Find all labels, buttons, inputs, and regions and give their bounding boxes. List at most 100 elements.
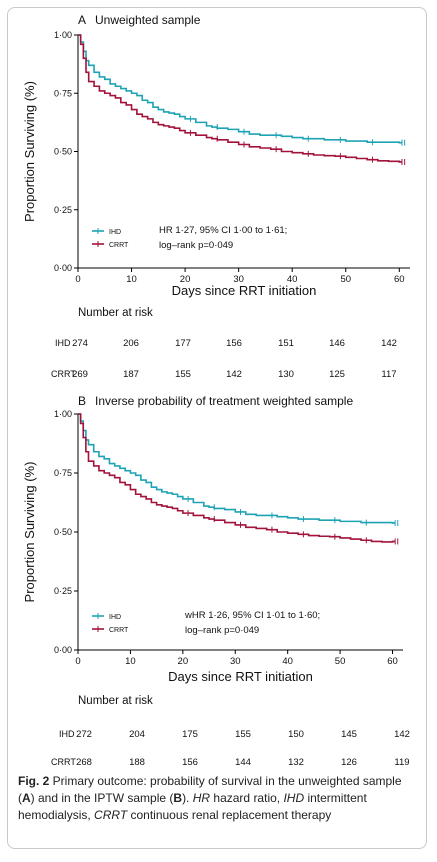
panel-title: Inverse probability of treatment weighte… bbox=[95, 394, 353, 408]
risk-row-crrt: CRRT 268 188 156 144 132 126 119 bbox=[7, 757, 427, 771]
y-tick-label: 0·75 bbox=[54, 468, 72, 478]
caption-text: continuous renal replacement therapy bbox=[127, 808, 332, 822]
risk-cell: 151 bbox=[278, 338, 294, 349]
caption-letter: A bbox=[22, 791, 31, 805]
risk-cell: 142 bbox=[381, 338, 397, 349]
caption-text: ) and in the IPTW sample ( bbox=[30, 791, 174, 805]
risk-row-crrt: CRRT 269 187 155 142 130 125 117 bbox=[7, 369, 427, 383]
risk-cell: 126 bbox=[341, 757, 357, 768]
x-tick-label: 10 bbox=[126, 274, 137, 285]
risk-cell: 144 bbox=[235, 757, 251, 768]
risk-cell: 175 bbox=[182, 729, 198, 740]
x-tick-label: 0 bbox=[75, 274, 80, 285]
risk-table-title: Number at risk bbox=[78, 695, 153, 707]
x-tick-label: 60 bbox=[394, 274, 405, 285]
legend-label-crrt: CRRT bbox=[109, 627, 129, 634]
risk-row-label: IHD bbox=[55, 338, 71, 348]
survival-curve-crrt bbox=[78, 413, 396, 543]
caption-abbr: HR bbox=[192, 791, 211, 805]
risk-cell: 156 bbox=[182, 757, 198, 768]
hr-annotation: HR 1·27, 95% CI 1·00 to 1·61; bbox=[159, 225, 287, 236]
x-tick-label: 60 bbox=[387, 656, 398, 667]
risk-cell: 177 bbox=[175, 338, 191, 349]
risk-cell: 188 bbox=[129, 757, 145, 768]
y-tick-label: 0·50 bbox=[54, 147, 72, 157]
risk-cell: 204 bbox=[129, 729, 145, 740]
y-tick-label: 0·75 bbox=[54, 88, 72, 98]
panel-title: Unweighted sample bbox=[95, 13, 201, 27]
caption-letter: B bbox=[173, 791, 183, 805]
y-axis-label: Proportion Surviving (%) bbox=[22, 462, 37, 603]
figure-label: Fig. 2 bbox=[18, 774, 50, 788]
caption-text: Primary outcome: probability of survival… bbox=[18, 774, 402, 805]
risk-cell: 272 bbox=[76, 729, 92, 740]
y-tick-label: 0·00 bbox=[54, 263, 72, 273]
km-plot-b: B Inverse probability of treatment weight… bbox=[22, 394, 403, 684]
risk-cell: 117 bbox=[381, 369, 397, 380]
survival-curve-crrt bbox=[78, 34, 402, 163]
caption-abbr: IHD bbox=[283, 791, 305, 805]
risk-cell: 142 bbox=[394, 729, 410, 740]
risk-row-ihd: IHD 272 204 175 155 150 145 142 bbox=[7, 729, 427, 743]
x-tick-label: 0 bbox=[75, 656, 80, 667]
risk-cell: 132 bbox=[288, 757, 304, 768]
legend-label-ihd: IHD bbox=[109, 614, 121, 621]
risk-cell: 155 bbox=[175, 369, 191, 380]
panel-letter: A bbox=[78, 13, 86, 27]
legend-label-ihd: IHD bbox=[109, 229, 121, 236]
risk-row-label: IHD bbox=[59, 729, 75, 739]
x-tick-label: 40 bbox=[287, 274, 298, 285]
risk-cell: 145 bbox=[341, 729, 357, 740]
risk-cell: 146 bbox=[329, 338, 345, 349]
figure-caption: Fig. 2 Primary outcome: probability of s… bbox=[18, 773, 418, 824]
logrank-annotation: log–rank p=0·049 bbox=[185, 625, 259, 636]
legend-label-crrt: CRRT bbox=[109, 242, 129, 249]
risk-cell: 130 bbox=[278, 369, 294, 380]
x-tick-label: 40 bbox=[282, 656, 293, 667]
x-tick-label: 50 bbox=[340, 274, 351, 285]
x-tick-label: 50 bbox=[335, 656, 346, 667]
risk-cell: 268 bbox=[76, 757, 92, 768]
x-axis-label: Days since RRT initiation bbox=[168, 669, 313, 684]
panel-letter: B bbox=[78, 394, 86, 408]
risk-row-ihd: IHD 274 206 177 156 151 146 142 bbox=[7, 338, 427, 352]
risk-cell: 125 bbox=[329, 369, 345, 380]
survival-curve-ihd bbox=[78, 34, 402, 144]
risk-cell: 274 bbox=[72, 338, 88, 349]
y-tick-label: 0·00 bbox=[54, 645, 72, 655]
logrank-annotation: log–rank p=0·049 bbox=[159, 240, 233, 251]
y-tick-label: 0·50 bbox=[54, 527, 72, 537]
x-axis-label: Days since RRT initiation bbox=[172, 283, 317, 298]
y-axis-label: Proportion Surviving (%) bbox=[22, 81, 37, 222]
panel-b: B Inverse probability of treatment weight… bbox=[7, 392, 427, 772]
risk-cell: 269 bbox=[72, 369, 88, 380]
risk-row-label: CRRT bbox=[51, 757, 76, 767]
x-tick-label: 10 bbox=[125, 656, 136, 667]
survival-curve-ihd bbox=[78, 413, 396, 524]
risk-cell: 142 bbox=[226, 369, 242, 380]
x-tick-label: 30 bbox=[230, 656, 241, 667]
hr-annotation: wHR 1·26, 95% CI 1·01 to 1·60; bbox=[184, 610, 320, 621]
caption-text: hazard ratio, bbox=[210, 791, 284, 805]
risk-cell: 119 bbox=[394, 757, 410, 768]
risk-cell: 155 bbox=[235, 729, 251, 740]
y-tick-label: 0·25 bbox=[54, 586, 72, 596]
caption-abbr: CRRT bbox=[94, 808, 128, 822]
caption-text: intermittent hemodialysis, bbox=[18, 791, 367, 822]
figure-frame bbox=[7, 7, 427, 849]
x-tick-label: 20 bbox=[178, 656, 189, 667]
x-tick-label: 20 bbox=[180, 274, 191, 285]
panel-a: A Unweighted sample 0·00 0·25 0·50 0·75 1·00 0 1… bbox=[7, 7, 427, 392]
risk-row-label: CRRT bbox=[51, 369, 76, 379]
risk-cell: 187 bbox=[123, 369, 139, 380]
risk-cell: 156 bbox=[226, 338, 242, 349]
y-tick-label: 1·00 bbox=[54, 30, 72, 40]
km-plot-a: A Unweighted sample 0·00 0·25 0·50 0·75 1·00 0 1… bbox=[22, 13, 410, 298]
caption-text: ). bbox=[182, 791, 193, 805]
risk-cell: 206 bbox=[123, 338, 139, 349]
y-tick-label: 0·25 bbox=[54, 205, 72, 215]
x-tick-label: 30 bbox=[233, 274, 244, 285]
risk-cell: 150 bbox=[288, 729, 304, 740]
risk-table-title: Number at risk bbox=[78, 307, 153, 319]
y-tick-label: 1·00 bbox=[54, 409, 72, 419]
